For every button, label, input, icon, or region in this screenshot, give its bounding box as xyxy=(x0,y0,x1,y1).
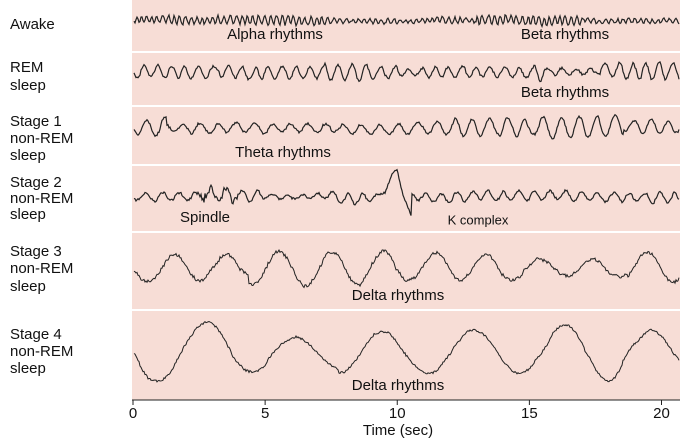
x-tick-label: 20 xyxy=(653,405,670,422)
trace-annotation: Beta rhythms xyxy=(521,84,609,101)
row-label: Stage 4 xyxy=(10,326,62,343)
eeg-trace xyxy=(133,320,680,383)
row-label: sleep xyxy=(10,206,46,223)
row-label: REM xyxy=(10,59,43,76)
x-axis-label: Time (sec) xyxy=(363,422,433,439)
eeg-trace xyxy=(133,61,680,83)
trace-annotation: Delta rhythms xyxy=(352,287,445,304)
eeg-trace xyxy=(133,13,680,29)
trace-annotation: Delta rhythms xyxy=(352,377,445,394)
eeg-trace xyxy=(133,168,680,216)
trace-annotation: Beta rhythms xyxy=(521,26,609,43)
row-label: sleep xyxy=(10,77,46,94)
row-label: non-REM xyxy=(10,260,73,277)
x-tick-label: 10 xyxy=(389,405,406,422)
x-tick-label: 15 xyxy=(521,405,538,422)
row-label: sleep xyxy=(10,360,46,377)
row-label: non-REM xyxy=(10,343,73,360)
row-label: Stage 3 xyxy=(10,243,62,260)
row-label: sleep xyxy=(10,147,46,164)
row-label: Awake xyxy=(10,16,55,33)
row-label: non-REM xyxy=(10,130,73,147)
trace-annotation: Alpha rhythms xyxy=(227,26,323,43)
trace-annotation: K complex xyxy=(448,212,509,227)
trace-annotation: Spindle xyxy=(180,209,230,226)
row-label: non-REM xyxy=(10,190,73,207)
row-label: Stage 2 xyxy=(10,174,62,191)
x-tick-label: 5 xyxy=(261,405,269,422)
trace-annotation: Theta rhythms xyxy=(235,144,331,161)
x-tick-label: 0 xyxy=(129,405,137,422)
row-label: sleep xyxy=(10,278,46,295)
plot-background xyxy=(132,0,680,400)
eeg-trace xyxy=(133,249,680,289)
eeg-trace xyxy=(133,113,680,140)
row-label: Stage 1 xyxy=(10,113,62,130)
